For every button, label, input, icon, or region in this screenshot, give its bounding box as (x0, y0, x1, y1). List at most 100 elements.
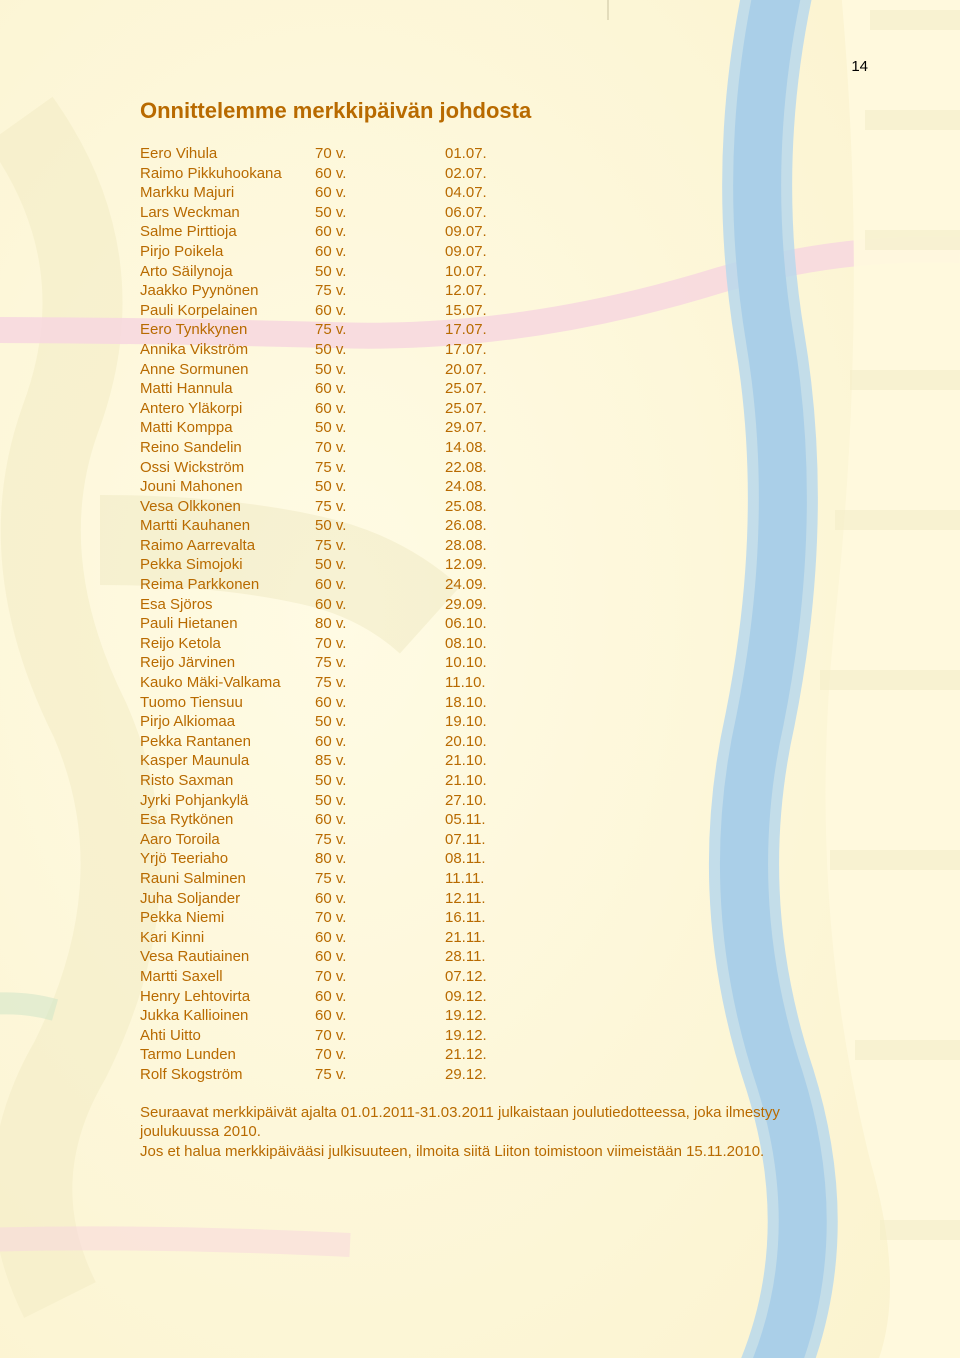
person-name: Kauko Mäki-Valkama (140, 673, 315, 693)
person-age: 70 v. (315, 1026, 445, 1046)
person-date: 11.10. (445, 673, 486, 693)
person-date: 19.10. (445, 712, 487, 732)
person-date: 21.10. (445, 771, 487, 791)
person-name: Tarmo Lunden (140, 1045, 315, 1065)
person-row: Martti Kauhanen50 v.26.08. (140, 516, 870, 536)
person-name: Kari Kinni (140, 928, 315, 948)
person-date: 09.07. (445, 222, 487, 242)
person-age: 75 v. (315, 673, 445, 693)
person-row: Raimo Aarrevalta75 v.28.08. (140, 536, 870, 556)
person-date: 05.11. (445, 810, 486, 830)
person-row: Tarmo Lunden70 v.21.12. (140, 1045, 870, 1065)
person-date: 14.08. (445, 438, 487, 458)
person-row: Eero Vihula70 v.01.07. (140, 144, 870, 164)
person-age: 50 v. (315, 203, 445, 223)
person-name: Ahti Uitto (140, 1026, 315, 1046)
person-row: Vesa Olkkonen75 v.25.08. (140, 497, 870, 517)
person-row: Jyrki Pohjankylä50 v.27.10. (140, 791, 870, 811)
person-row: Lars Weckman50 v.06.07. (140, 203, 870, 223)
person-row: Matti Hannula60 v.25.07. (140, 379, 870, 399)
person-name: Eero Tynkkynen (140, 320, 315, 340)
person-name: Jyrki Pohjankylä (140, 791, 315, 811)
person-date: 01.07. (445, 144, 487, 164)
person-name: Vesa Rautiainen (140, 947, 315, 967)
person-row: Aaro Toroila75 v.07.11. (140, 830, 870, 850)
person-age: 80 v. (315, 849, 445, 869)
person-age: 60 v. (315, 732, 445, 752)
person-date: 02.07. (445, 164, 487, 184)
person-name: Risto Saxman (140, 771, 315, 791)
person-row: Matti Komppa50 v.29.07. (140, 418, 870, 438)
note-line-2: Jos et halua merkkipäivääsi julkisuuteen… (140, 1142, 860, 1162)
footer-note: Seuraavat merkkipäivät ajalta 01.01.2011… (140, 1103, 860, 1162)
person-age: 60 v. (315, 242, 445, 262)
person-age: 60 v. (315, 301, 445, 321)
person-name: Pauli Korpelainen (140, 301, 315, 321)
person-age: 70 v. (315, 1045, 445, 1065)
person-name: Jouni Mahonen (140, 477, 315, 497)
person-name: Martti Saxell (140, 967, 315, 987)
person-name: Kasper Maunula (140, 751, 315, 771)
person-row: Pauli Korpelainen60 v.15.07. (140, 301, 870, 321)
person-date: 08.11. (445, 849, 486, 869)
person-row: Jaakko Pyynönen75 v.12.07. (140, 281, 870, 301)
person-name: Arto Säilynoja (140, 262, 315, 282)
person-name: Salme Pirttioja (140, 222, 315, 242)
person-row: Reino Sandelin70 v.14.08. (140, 438, 870, 458)
person-row: Arto Säilynoja50 v.10.07. (140, 262, 870, 282)
person-age: 70 v. (315, 144, 445, 164)
person-row: Kasper Maunula85 v.21.10. (140, 751, 870, 771)
person-date: 27.10. (445, 791, 487, 811)
person-row: Jouni Mahonen50 v.24.08. (140, 477, 870, 497)
person-row: Markku Majuri60 v.04.07. (140, 183, 870, 203)
person-name: Raimo Aarrevalta (140, 536, 315, 556)
person-row: Anne Sormunen50 v.20.07. (140, 360, 870, 380)
person-row: Ahti Uitto70 v.19.12. (140, 1026, 870, 1046)
person-row: Yrjö Teeriaho80 v.08.11. (140, 849, 870, 869)
person-row: Pauli Hietanen80 v.06.10. (140, 614, 870, 634)
person-age: 60 v. (315, 693, 445, 713)
people-list: Eero Vihula70 v.01.07.Raimo Pikkuhookana… (140, 144, 870, 1085)
page-content: Onnittelemme merkkipäivän johdosta Eero … (0, 0, 960, 1201)
person-row: Rolf Skogström75 v.29.12. (140, 1065, 870, 1085)
person-date: 17.07. (445, 320, 487, 340)
person-age: 60 v. (315, 164, 445, 184)
person-name: Jukka Kallioinen (140, 1006, 315, 1026)
person-name: Lars Weckman (140, 203, 315, 223)
person-name: Aaro Toroila (140, 830, 315, 850)
person-name: Vesa Olkkonen (140, 497, 315, 517)
person-age: 75 v. (315, 1065, 445, 1085)
person-name: Rolf Skogström (140, 1065, 315, 1085)
person-name: Yrjö Teeriaho (140, 849, 315, 869)
person-date: 19.12. (445, 1026, 487, 1046)
person-row: Pirjo Poikela60 v.09.07. (140, 242, 870, 262)
person-name: Tuomo Tiensuu (140, 693, 315, 713)
person-date: 26.08. (445, 516, 487, 536)
person-age: 60 v. (315, 987, 445, 1007)
person-date: 18.10. (445, 693, 487, 713)
person-date: 20.10. (445, 732, 487, 752)
page-heading: Onnittelemme merkkipäivän johdosta (140, 98, 870, 124)
person-name: Reino Sandelin (140, 438, 315, 458)
person-age: 70 v. (315, 967, 445, 987)
person-age: 50 v. (315, 555, 445, 575)
person-row: Pekka Rantanen60 v.20.10. (140, 732, 870, 752)
person-age: 60 v. (315, 399, 445, 419)
person-age: 60 v. (315, 379, 445, 399)
note-line-1: Seuraavat merkkipäivät ajalta 01.01.2011… (140, 1103, 860, 1142)
person-row: Vesa Rautiainen60 v.28.11. (140, 947, 870, 967)
person-name: Pauli Hietanen (140, 614, 315, 634)
person-age: 60 v. (315, 1006, 445, 1026)
person-date: 11.11. (445, 869, 484, 889)
person-name: Esa Sjöros (140, 595, 315, 615)
person-name: Matti Hannula (140, 379, 315, 399)
person-age: 75 v. (315, 281, 445, 301)
person-name: Reijo Järvinen (140, 653, 315, 673)
person-name: Esa Rytkönen (140, 810, 315, 830)
person-date: 28.11. (445, 947, 486, 967)
person-age: 75 v. (315, 536, 445, 556)
person-date: 24.09. (445, 575, 487, 595)
person-row: Kari Kinni60 v.21.11. (140, 928, 870, 948)
person-row: Pekka Simojoki50 v.12.09. (140, 555, 870, 575)
person-age: 60 v. (315, 810, 445, 830)
